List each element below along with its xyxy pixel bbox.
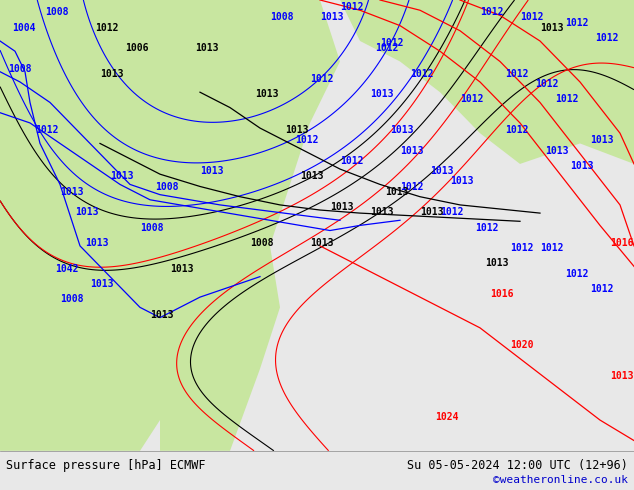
Text: 1012: 1012 [475, 222, 498, 233]
Text: 1012: 1012 [555, 95, 578, 104]
Polygon shape [340, 0, 634, 164]
Text: 1013: 1013 [85, 238, 108, 248]
Text: 1013: 1013 [450, 176, 474, 186]
Text: 1013: 1013 [385, 187, 408, 196]
Text: 1013: 1013 [75, 207, 98, 217]
Text: 1008: 1008 [8, 64, 32, 74]
Text: 1008: 1008 [155, 181, 179, 192]
Text: 1012: 1012 [95, 23, 119, 33]
Polygon shape [0, 0, 260, 451]
Text: 1012: 1012 [310, 74, 333, 84]
Text: 1013: 1013 [540, 23, 564, 33]
Text: 1013: 1013 [590, 135, 614, 146]
Polygon shape [160, 0, 340, 451]
Text: 1012: 1012 [565, 18, 588, 27]
Text: 1012: 1012 [460, 95, 484, 104]
Text: 1008: 1008 [140, 222, 164, 233]
Text: 1008: 1008 [45, 7, 68, 17]
Text: 1008: 1008 [270, 12, 294, 23]
Text: 1012: 1012 [480, 7, 503, 17]
Text: 1012: 1012 [380, 38, 403, 48]
Text: 1012: 1012 [375, 43, 399, 53]
Text: 1013: 1013 [110, 172, 134, 181]
Text: 1013: 1013 [545, 146, 569, 156]
Text: 1012: 1012 [505, 125, 529, 135]
Text: 1012: 1012 [505, 69, 529, 79]
Text: 1012: 1012 [340, 156, 363, 166]
Text: 1016: 1016 [490, 289, 514, 299]
Text: 1013: 1013 [370, 89, 394, 99]
Text: 1012: 1012 [340, 2, 363, 12]
Text: ©weatheronline.co.uk: ©weatheronline.co.uk [493, 475, 628, 485]
Text: 1012: 1012 [440, 207, 463, 217]
Text: 1006: 1006 [125, 43, 148, 53]
Text: 1013: 1013 [610, 371, 633, 381]
Text: 1013: 1013 [90, 279, 113, 289]
Text: 1013: 1013 [320, 12, 344, 23]
Text: 1013: 1013 [430, 166, 453, 176]
Text: 1013: 1013 [570, 161, 593, 171]
Text: 1012: 1012 [565, 269, 588, 279]
Text: 1012: 1012 [400, 181, 424, 192]
Text: 1013: 1013 [310, 238, 333, 248]
Text: 1013: 1013 [370, 207, 394, 217]
Text: 1013: 1013 [170, 264, 193, 273]
Text: 1013: 1013 [60, 187, 84, 196]
Text: 1016: 1016 [610, 238, 633, 248]
Text: 1013: 1013 [400, 146, 424, 156]
Text: 1013: 1013 [200, 166, 224, 176]
Text: 1013: 1013 [330, 202, 354, 212]
Text: 1008: 1008 [60, 294, 84, 304]
Text: 1024: 1024 [435, 412, 458, 422]
Text: 1012: 1012 [35, 125, 58, 135]
Text: 1013: 1013 [300, 172, 323, 181]
Text: 1012: 1012 [510, 243, 533, 253]
Text: 1013: 1013 [390, 125, 413, 135]
Text: 1008: 1008 [250, 238, 273, 248]
Text: 1004: 1004 [12, 23, 36, 33]
Text: 1013: 1013 [150, 310, 174, 319]
Text: 1013: 1013 [195, 43, 219, 53]
Text: 1012: 1012 [295, 135, 318, 146]
Text: 1042: 1042 [55, 264, 79, 273]
Text: 1013: 1013 [285, 125, 309, 135]
Text: 1013: 1013 [255, 89, 278, 99]
Text: 1012: 1012 [540, 243, 564, 253]
Text: 1020: 1020 [510, 341, 533, 350]
Text: Su 05-05-2024 12:00 UTC (12+96): Su 05-05-2024 12:00 UTC (12+96) [407, 459, 628, 472]
Text: 1013: 1013 [485, 258, 508, 269]
Text: 1012: 1012 [595, 33, 619, 43]
Text: 1012: 1012 [410, 69, 434, 79]
Text: 1013: 1013 [100, 69, 124, 79]
Text: 1012: 1012 [535, 79, 559, 89]
Text: 1013: 1013 [420, 207, 444, 217]
Text: 1012: 1012 [590, 284, 614, 294]
Text: 1012: 1012 [520, 12, 543, 23]
Text: Surface pressure [hPa] ECMWF: Surface pressure [hPa] ECMWF [6, 459, 206, 472]
